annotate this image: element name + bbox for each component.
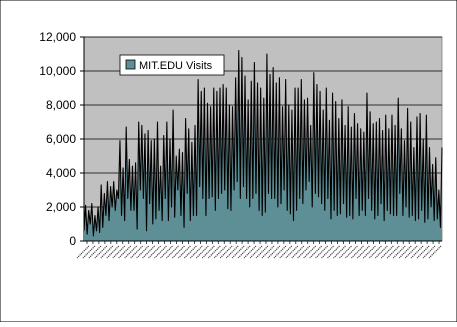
x-tick-label (219, 245, 233, 259)
x-tick-label (189, 245, 203, 259)
y-tick-label: 12,000 (39, 30, 76, 44)
x-tick-label (333, 245, 346, 259)
x-tick-label (106, 245, 120, 259)
x-tick-label (142, 245, 156, 259)
legend-label: MIT.EDU Visits (139, 60, 213, 72)
x-tick-label (303, 245, 317, 259)
x-tick-label (273, 245, 287, 259)
series-line (83, 50, 443, 237)
x-tick-label (291, 245, 305, 259)
x-tick-label (428, 245, 442, 259)
x-tick-label (327, 245, 341, 259)
x-tick-label (285, 245, 299, 259)
series-group (83, 50, 443, 241)
y-tick-label: 8,000 (46, 98, 76, 112)
x-tick-label (225, 245, 239, 259)
x-tick-label (148, 245, 162, 259)
x-tick-label (351, 245, 364, 259)
x-tick-label (356, 245, 370, 259)
x-tick-label (94, 245, 108, 259)
x-tick-label (243, 245, 257, 259)
x-tick-label (279, 245, 293, 259)
x-tick-label (422, 245, 436, 259)
y-tick-label: 0 (69, 234, 76, 248)
x-tick-label (166, 245, 179, 259)
x-tick-label (386, 245, 400, 259)
x-tick-label (231, 245, 245, 259)
x-tick-label (261, 245, 275, 259)
x-tick-label (160, 245, 173, 259)
x-tick-label (297, 245, 311, 259)
x-tick-label (362, 245, 376, 259)
x-tick-label (195, 245, 209, 259)
x-tick-label (315, 245, 329, 259)
x-tick-label (237, 245, 251, 259)
x-tick-label (380, 245, 394, 259)
x-tick-label (154, 245, 167, 259)
y-tick-label: 10,000 (39, 64, 76, 78)
x-tick-label (88, 245, 102, 259)
x-tick-label (82, 245, 96, 259)
x-tick-label (136, 245, 150, 259)
x-tick-label (249, 245, 263, 259)
x-tick-label (368, 245, 382, 259)
x-tick-label (416, 245, 430, 259)
legend-box (119, 54, 225, 76)
series-area (84, 50, 442, 241)
y-axis: 0 2,000 4,000 6,000 8,000 10,000 12,000 (39, 30, 85, 248)
x-tick-label (410, 245, 424, 259)
legend-swatch (125, 59, 136, 70)
x-tick-label (177, 245, 191, 259)
x-tick-label (309, 245, 323, 259)
x-tick-label (100, 245, 114, 259)
x-axis (76, 240, 442, 259)
x-tick-label (112, 245, 126, 259)
x-tick-label (404, 245, 418, 259)
x-tick-label (321, 245, 335, 259)
x-tick-label (398, 245, 412, 259)
y-tick-label: 6,000 (46, 132, 76, 146)
x-tick-label (267, 245, 281, 259)
legend: MIT.EDU Visits (119, 54, 225, 76)
x-tick-label (76, 245, 90, 259)
x-tick-label (392, 245, 406, 259)
x-tick-label (124, 245, 138, 259)
x-tick-label (207, 245, 221, 259)
x-tick-label (255, 245, 269, 259)
x-tick-label (130, 245, 144, 259)
x-tick-label (339, 245, 352, 259)
x-tick-label (345, 245, 358, 259)
y-tick-label: 2,000 (46, 200, 76, 214)
x-tick-label (183, 245, 197, 259)
x-tick-label (118, 245, 132, 259)
x-tick-label (172, 245, 185, 259)
y-tick-label: 4,000 (46, 166, 76, 180)
x-tick-label (213, 245, 227, 259)
x-tick-label (201, 245, 215, 259)
x-tick-label (374, 245, 388, 259)
